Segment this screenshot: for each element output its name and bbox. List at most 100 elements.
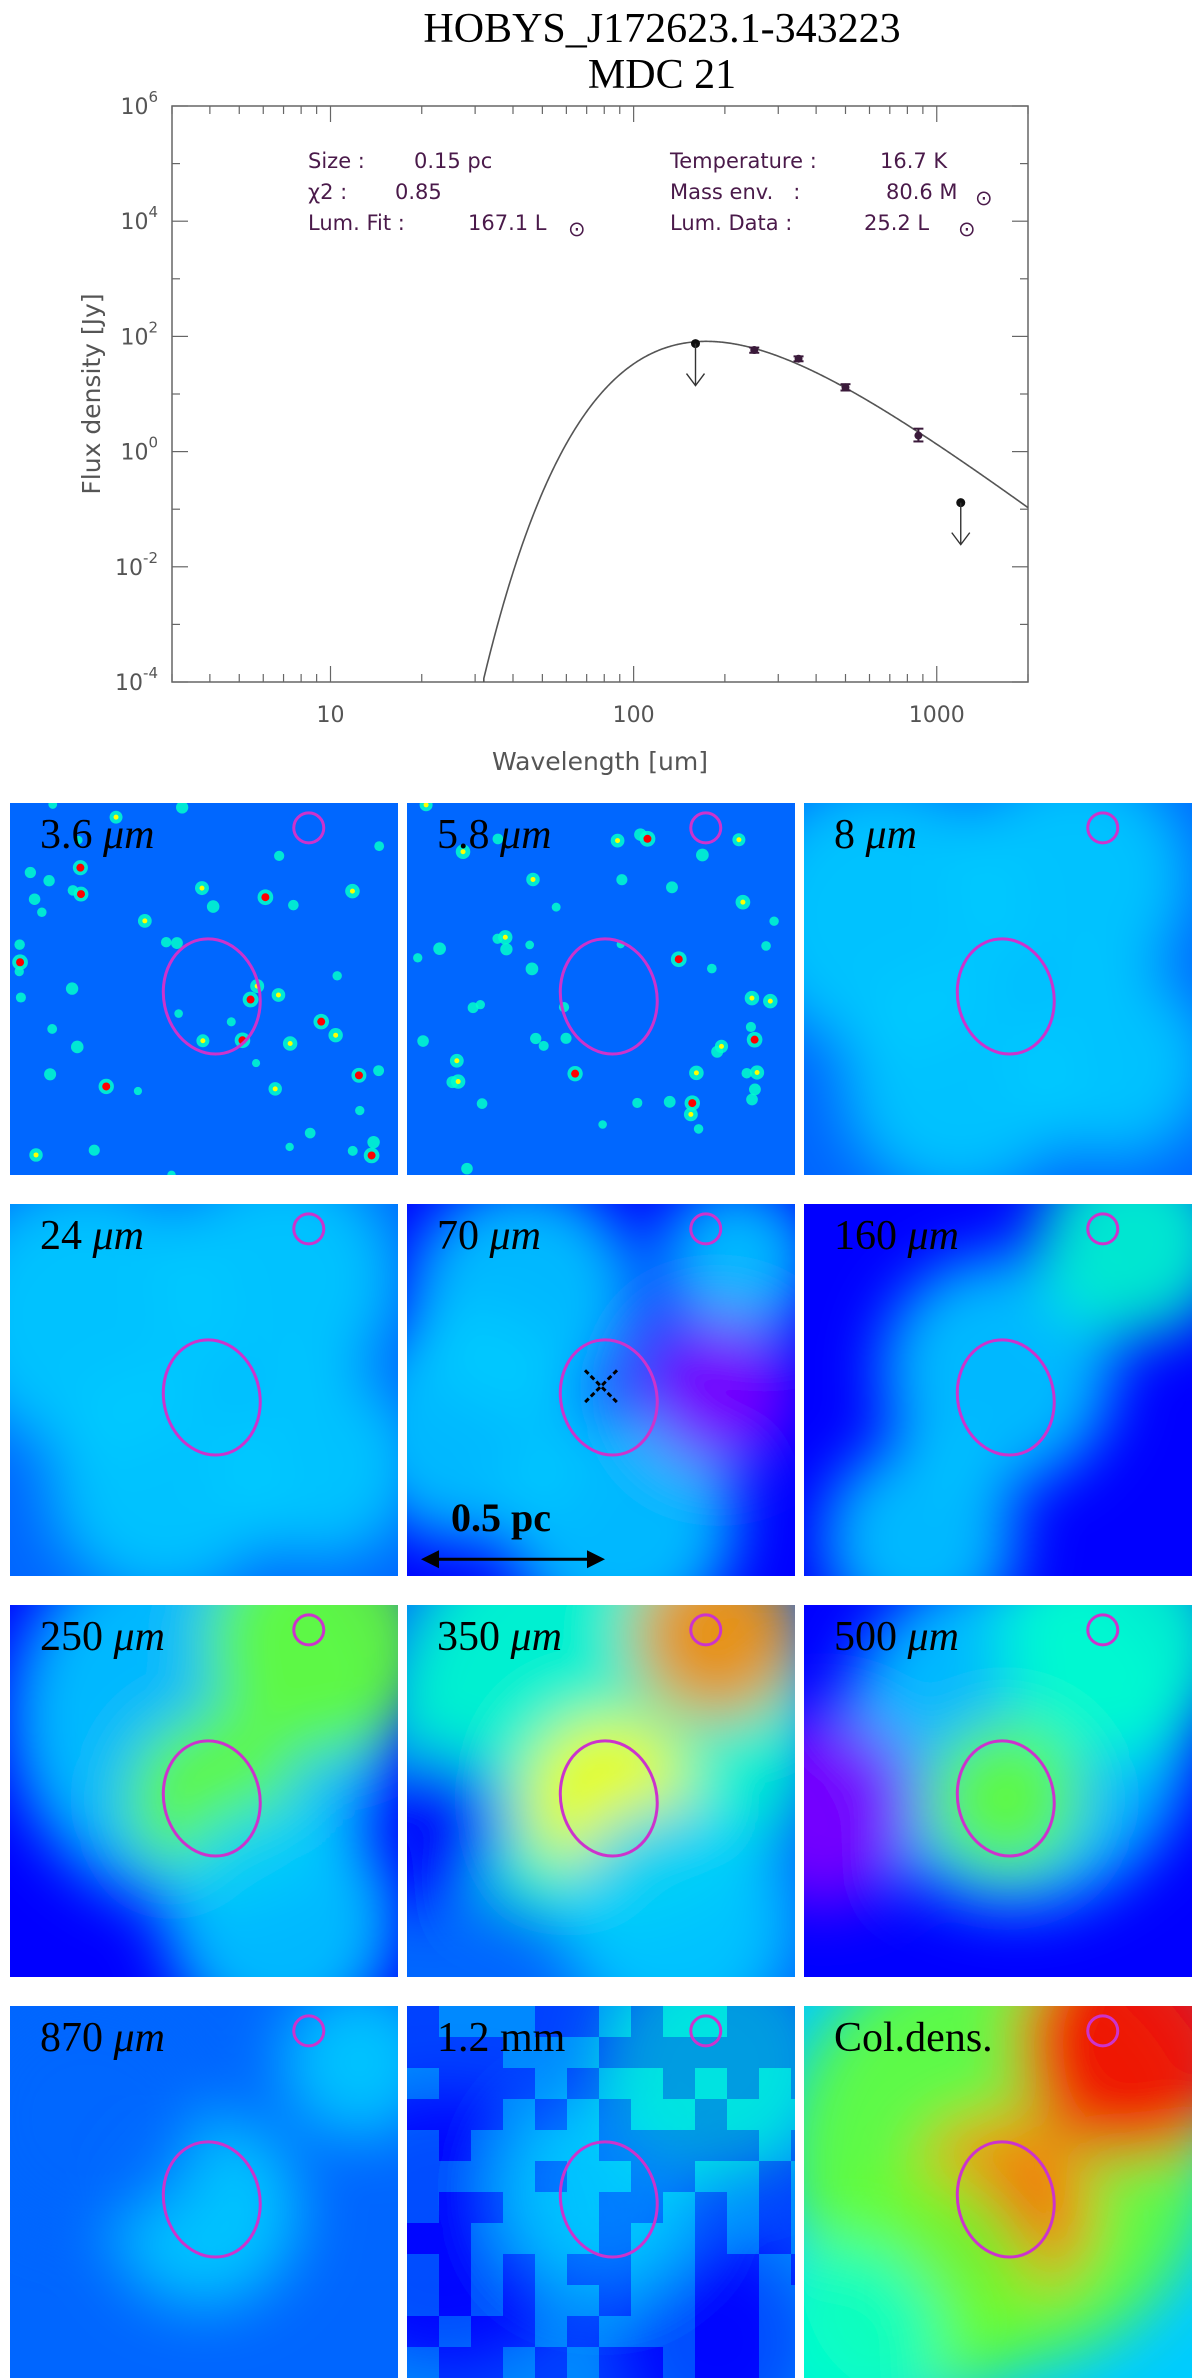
star: [530, 1032, 542, 1045]
pixel-block: [439, 2130, 471, 2161]
pixel-block: [695, 2254, 727, 2285]
star: [171, 937, 183, 949]
scale-bar-arrow: [421, 1550, 605, 1569]
panel-image: [10, 1605, 398, 1977]
pixel-block: [631, 2316, 663, 2347]
emission-blob: [407, 1750, 504, 1906]
panel-label: 870 μm: [40, 2014, 165, 2062]
panel-label-unit: μm: [510, 1614, 562, 1660]
pixel-block: [599, 2130, 631, 2161]
sed-chart: HOBYS_J172623.1-343223 MDC 21 10-410-210…: [77, 6, 1029, 776]
image-panel: 3.6 μm: [10, 803, 398, 1175]
pixel-block: [727, 2130, 759, 2161]
pixel-block: [759, 2037, 791, 2068]
pixel-block: [695, 2099, 727, 2130]
panel-label-value: 250: [40, 1614, 103, 1660]
emission-blob: [804, 2243, 940, 2378]
star: [616, 874, 628, 886]
y-axis-label: Flux density [Jy]: [77, 293, 106, 494]
scale-bar-label: 0.5 pc: [451, 1495, 551, 1540]
pixel-block: [727, 2285, 759, 2316]
pixel-block: [567, 2285, 599, 2316]
source-ellipse: [558, 1338, 659, 1457]
star: [467, 1002, 479, 1014]
y-tick-exponent: 4: [148, 203, 158, 221]
chart-subtitle: MDC 21: [588, 52, 736, 98]
pixel-block: [695, 2037, 727, 2068]
pixel-block: [631, 2254, 663, 2285]
scale-bar-arrowhead-left: [421, 1550, 439, 1569]
y-tick-label: 10-4: [115, 664, 158, 696]
emission-blob: [407, 803, 795, 1175]
pixel-block: [631, 2037, 663, 2068]
panel-label-unit: μm: [907, 1614, 959, 1660]
bright-star: [423, 803, 429, 808]
star: [374, 841, 385, 852]
star: [44, 1068, 57, 1081]
scale-bar-arrowhead-right: [587, 1550, 605, 1569]
star: [160, 936, 172, 948]
pixel-block: [663, 2161, 695, 2192]
pixel-block: [759, 2006, 791, 2037]
star: [24, 866, 36, 879]
panel-label-unit: μm: [92, 1213, 144, 1259]
panel-label-value: 500: [834, 1614, 897, 1660]
pixel-block: [599, 2192, 631, 2223]
bright-star: [688, 1111, 694, 1117]
pixel-block: [631, 2347, 663, 2378]
y-tick-base: 10: [120, 325, 148, 350]
pixel-block: [791, 2347, 795, 2378]
pixel-block: [599, 2099, 631, 2130]
bright-star: [287, 1041, 293, 1047]
panel-image: [10, 2006, 398, 2378]
msun-icon: ⊙: [975, 186, 993, 210]
pixel-block: [791, 2223, 795, 2254]
y-tick-label: 10-2: [115, 549, 158, 581]
star: [15, 992, 26, 1003]
pixel-block: [535, 2099, 567, 2130]
y-tick-base: 10: [115, 671, 143, 696]
pixel-block: [663, 2316, 695, 2347]
pixel-block: [695, 2223, 727, 2254]
pixel-block: [727, 2223, 759, 2254]
source-ellipse: [161, 937, 262, 1056]
bright-star: [674, 955, 683, 964]
panel-label-unit: μm: [907, 1213, 959, 1259]
star: [65, 982, 79, 995]
bright-star: [740, 899, 746, 905]
source-ellipse: [558, 2140, 659, 2259]
pixel-block: [759, 2130, 791, 2161]
pixel-block: [759, 2254, 791, 2285]
panel-label-unit: μm: [113, 1614, 165, 1660]
panel-image: [10, 1204, 398, 1576]
y-tick-exponent: 2: [148, 318, 158, 336]
bright-star: [272, 1086, 278, 1092]
beam-circle: [292, 2014, 326, 2048]
panel-label-value: 5.8: [437, 812, 490, 858]
star: [176, 803, 189, 814]
mass-value: 80.6 M: [886, 180, 958, 204]
panel-image: [407, 1605, 795, 1977]
emission-blobs: [407, 803, 795, 1175]
star: [741, 1067, 753, 1079]
pixel-block: [407, 2285, 439, 2316]
panel-label-value: 1.2: [437, 2015, 490, 2061]
size-label: Size :: [308, 149, 365, 173]
emission-blob: [1017, 966, 1192, 1161]
y-tick-label: 102: [120, 318, 158, 350]
image-panel: 350 μm: [407, 1605, 795, 1977]
pixel-block: [503, 2192, 535, 2223]
emission-blobs: [823, 1204, 1192, 1576]
star: [476, 1098, 488, 1109]
pixel-block: [567, 2254, 599, 2285]
panel-label: 8 μm: [834, 811, 917, 859]
bright-star: [317, 1017, 326, 1026]
pixel-block: [407, 2347, 439, 2378]
panel-label-value: 870: [40, 2015, 103, 2061]
star: [666, 881, 678, 894]
emission-blob: [281, 2006, 398, 2140]
beam-circle: [1086, 811, 1120, 845]
lsun-icon-2: ⊙: [958, 217, 976, 241]
bright-star: [33, 1152, 39, 1158]
